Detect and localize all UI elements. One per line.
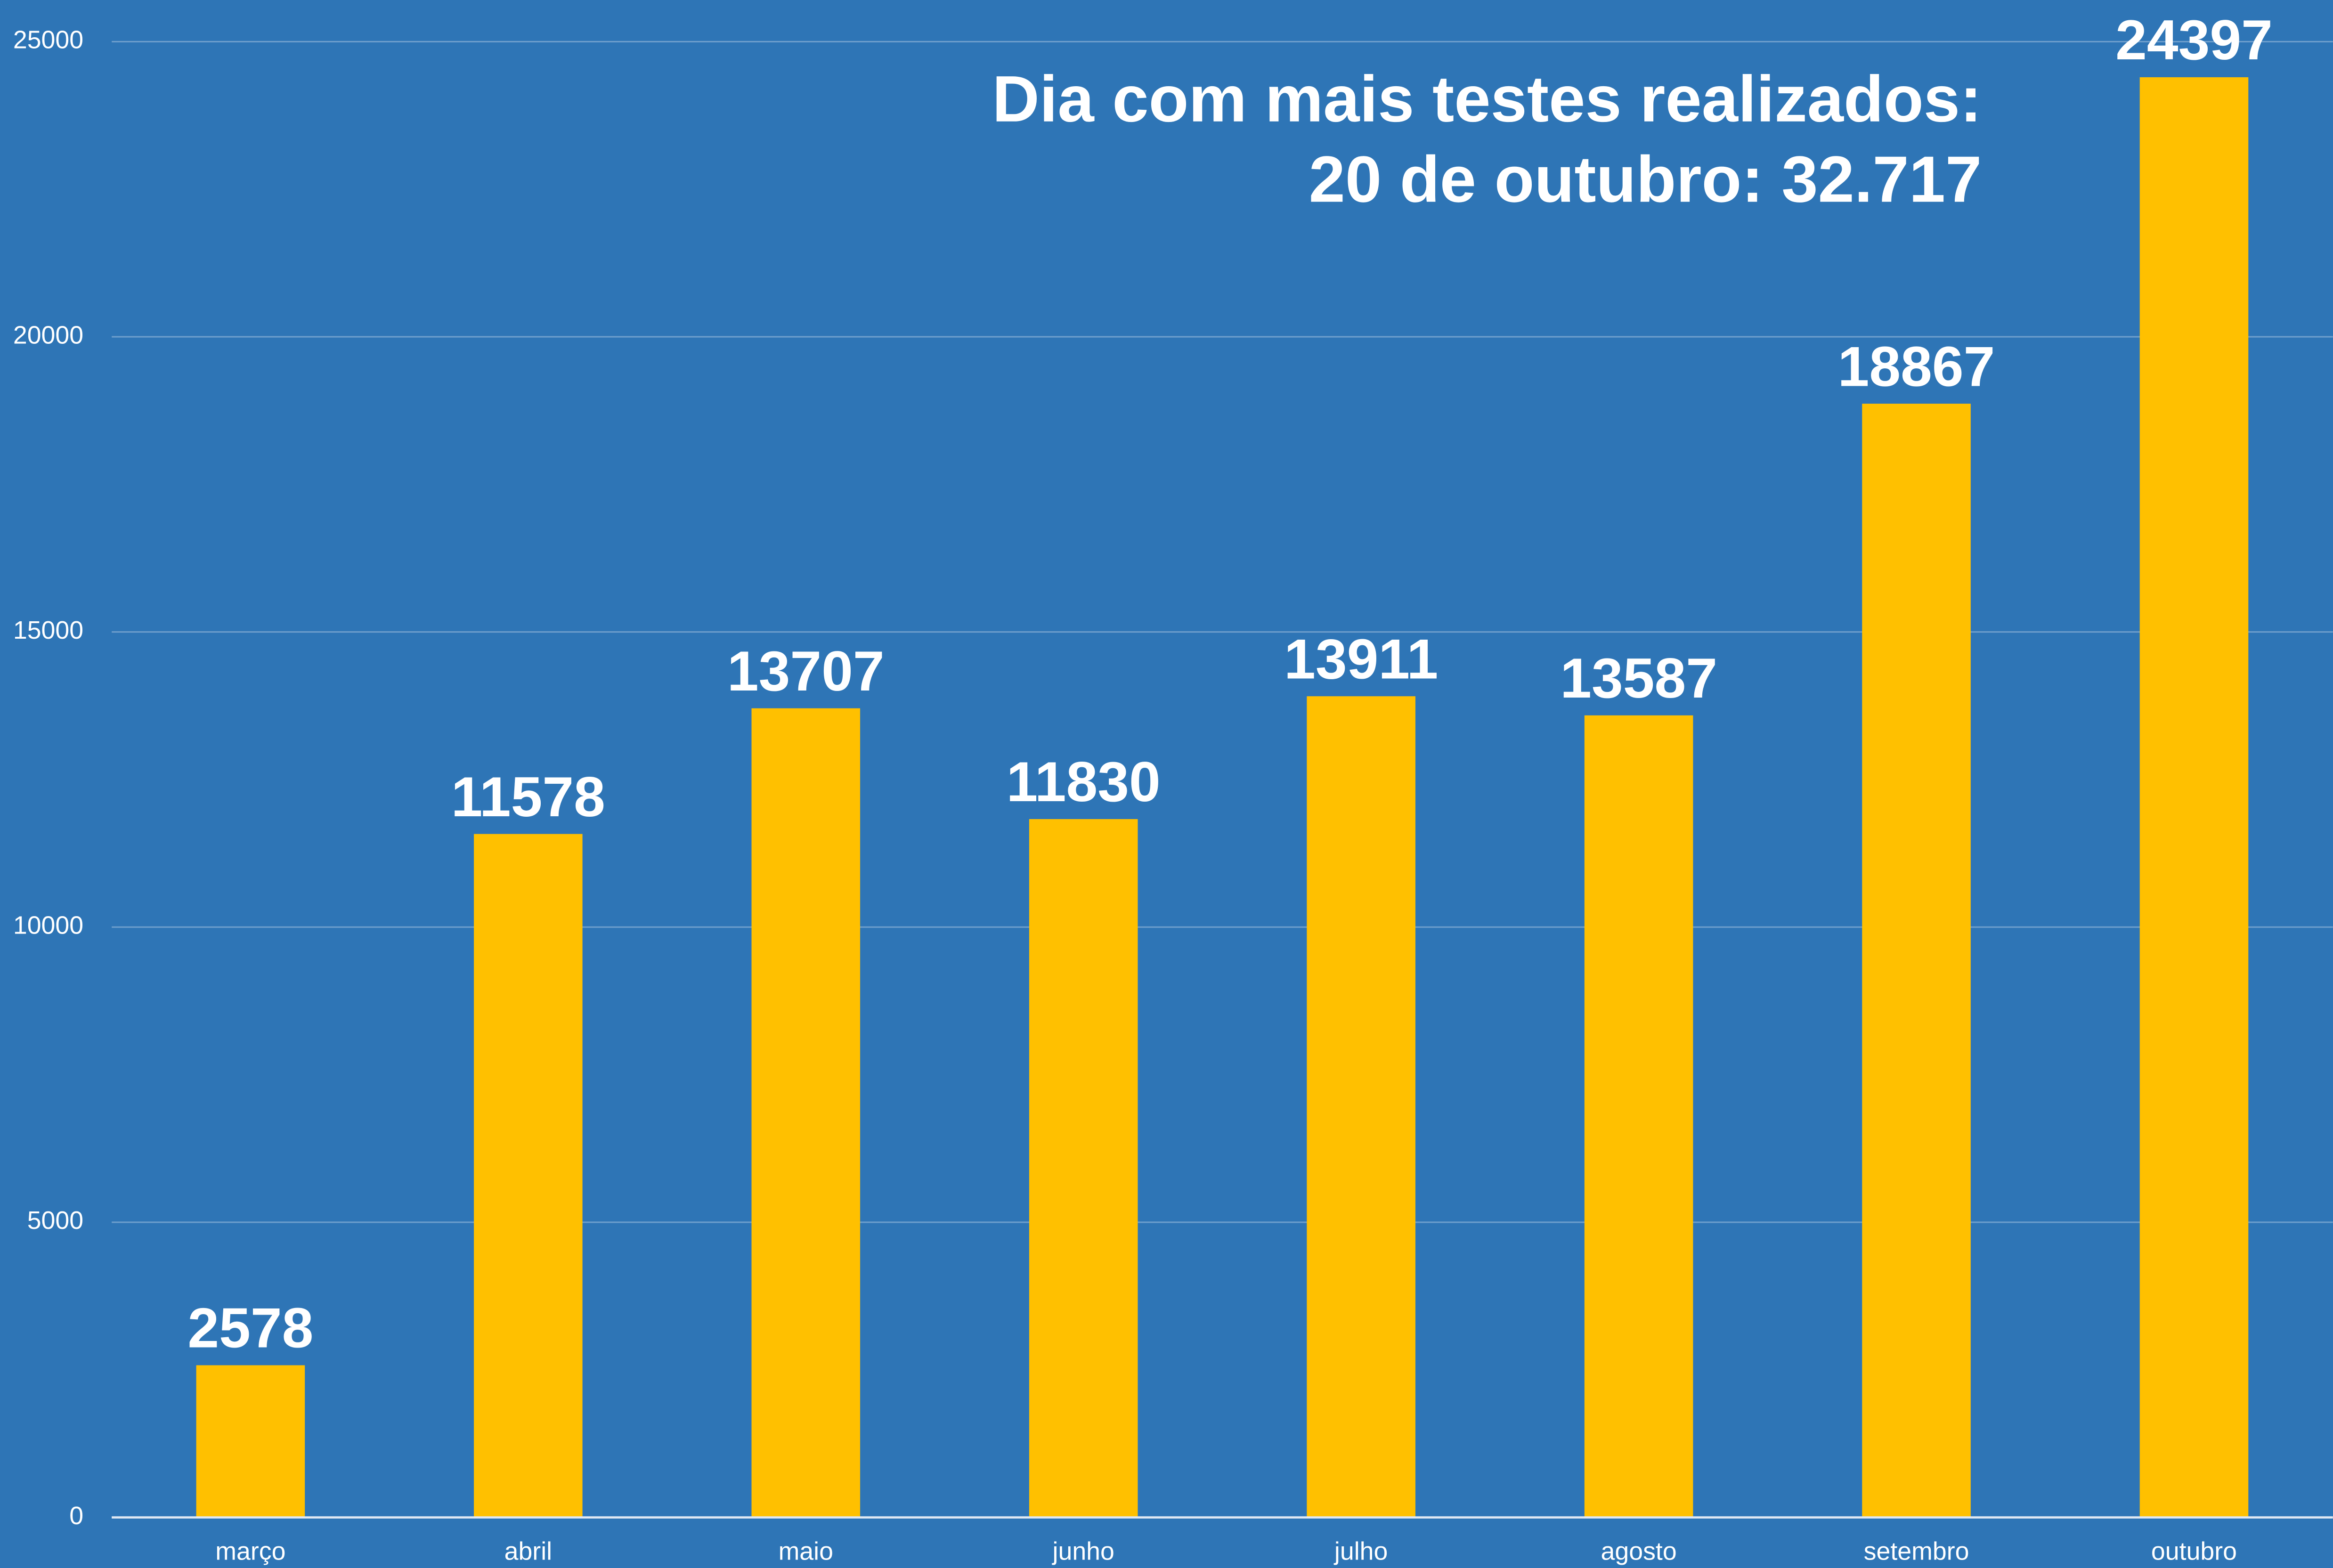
data-label: 2578 <box>187 1297 313 1360</box>
data-label: 13707 <box>727 640 885 703</box>
data-label: 18867 <box>1838 335 1995 398</box>
bar <box>2139 77 2249 1518</box>
x-tick-label: julho <box>1333 1537 1388 1566</box>
y-tick-label: 20000 <box>13 321 83 349</box>
y-tick-label: 15000 <box>13 616 83 644</box>
y-tick-label: 25000 <box>13 26 83 54</box>
data-label: 13587 <box>1560 647 1717 710</box>
data-label: 13911 <box>1284 627 1438 691</box>
y-tick-label: 10000 <box>13 911 83 940</box>
data-label: 11578 <box>451 765 605 829</box>
x-tick-label: setembro <box>1864 1537 1969 1566</box>
bar <box>196 1365 305 1518</box>
x-tick-label: junho <box>1052 1537 1114 1566</box>
x-tick-label: outubro <box>2151 1537 2237 1566</box>
bar <box>751 708 861 1518</box>
data-label: 24397 <box>2115 8 2273 72</box>
x-tick-label: maio <box>779 1537 833 1566</box>
bar <box>1307 696 1415 1518</box>
x-tick-label: agosto <box>1601 1537 1677 1566</box>
bar <box>1029 819 1138 1518</box>
x-tick-label: março <box>215 1537 285 1566</box>
x-tick-label: abril <box>504 1537 552 1566</box>
bar <box>1584 715 1693 1518</box>
bar <box>1862 404 1971 1518</box>
annotation: 20 de outubro: 32.717 <box>1309 143 1982 216</box>
y-tick-label: 5000 <box>27 1206 83 1235</box>
bar <box>474 834 583 1518</box>
data-label: 11830 <box>1007 750 1161 813</box>
y-tick-label: 0 <box>69 1502 83 1530</box>
annotation: Dia com mais testes realizados: <box>992 63 1982 136</box>
